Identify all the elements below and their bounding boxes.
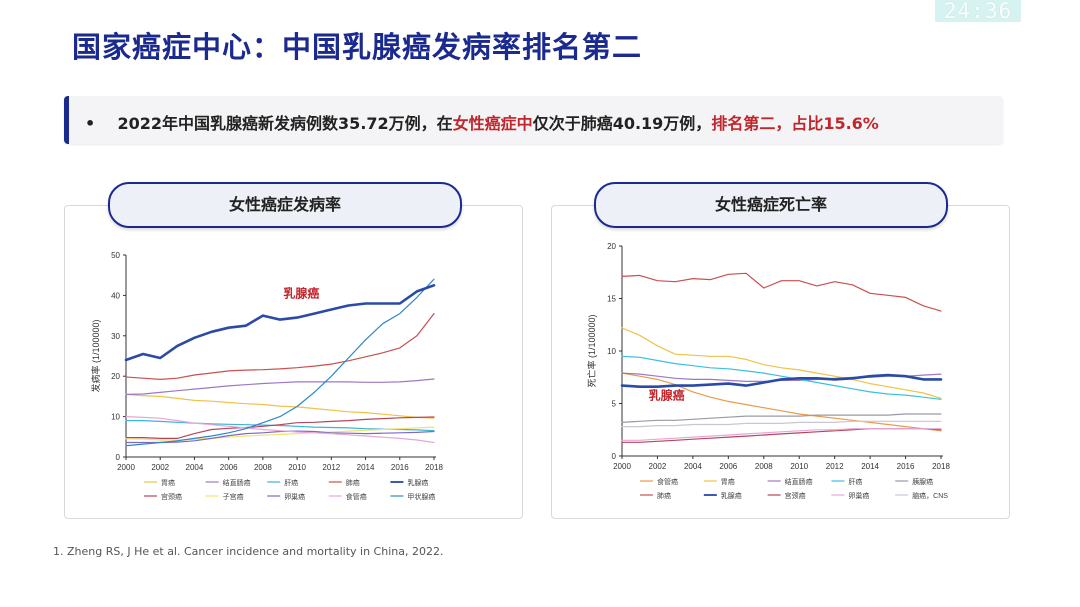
series-line-肺癌 xyxy=(621,272,942,312)
x-tick-label: 2016 xyxy=(391,463,409,472)
y-tick-label: 0 xyxy=(116,453,121,462)
legend-label: 胃癌 xyxy=(161,478,175,487)
mortality-chart-title: 女性癌症死亡率 xyxy=(594,182,948,228)
series-line-乳腺癌 xyxy=(124,283,436,362)
y-axis-label: 发病率 (1/100000) xyxy=(90,319,101,392)
mortality-line-chart: 0 5 10 15 20 2000 2002 2004 2006 2008 2010 2012 2014… xyxy=(586,242,950,500)
legend-label: 卵巢癌 xyxy=(284,492,305,501)
x-tick-label: 2000 xyxy=(613,462,631,471)
x-tick-label: 2010 xyxy=(288,463,306,472)
summary-part-3: 仅次于肺癌40.19万例， xyxy=(532,114,712,133)
y-tick-label: 0 xyxy=(612,452,617,461)
y-axis-label: 死亡率 (1/100000) xyxy=(586,314,597,387)
series-line-卵巢癌 xyxy=(125,430,435,444)
series-line-乳腺癌 xyxy=(620,373,943,388)
series-line-胃癌 xyxy=(125,393,435,419)
page-title: 国家癌症中心：中国乳腺癌发病率排名第二 xyxy=(72,30,643,64)
series-line-脑癌，CNS xyxy=(621,420,942,428)
legend-label: 结直肠癌 xyxy=(223,478,251,487)
legend-label: 甲状腺癌 xyxy=(407,492,435,501)
y-tick-label: 20 xyxy=(111,372,120,381)
incidence-line-chart: 0 10 20 30 40 50 2000 2002 2004 2006 2008 2010 2012 2… xyxy=(90,251,443,501)
x-tick-label: 2012 xyxy=(826,462,844,471)
x-tick-label: 2016 xyxy=(897,462,915,471)
legend-label: 肺癌 xyxy=(657,491,671,500)
y-tick-label: 5 xyxy=(612,400,617,409)
x-tick-label: 2008 xyxy=(755,462,773,471)
series-line-宫颈癌 xyxy=(125,416,435,439)
legend-label: 脑癌，CNS xyxy=(912,491,948,500)
y-tick-label: 30 xyxy=(111,332,120,341)
series-line-甲状腺癌 xyxy=(125,278,435,447)
summary-highlight-1: 女性癌症中 xyxy=(452,114,533,133)
x-tick-label: 2010 xyxy=(790,462,808,471)
x-tick-label: 2018 xyxy=(425,463,443,472)
legend-label: 肝癌 xyxy=(848,477,862,486)
timer-overlay: 24:36 xyxy=(935,0,1021,22)
legend-label: 食管癌 xyxy=(346,492,367,501)
legend-label: 胃癌 xyxy=(721,477,735,486)
y-tick-label: 10 xyxy=(111,413,120,422)
series-line-胃癌 xyxy=(621,327,942,399)
x-tick-label: 2018 xyxy=(932,462,950,471)
series-line-子宫癌 xyxy=(125,426,435,441)
legend-label: 乳腺癌 xyxy=(407,478,428,487)
legend-label: 肺癌 xyxy=(346,478,360,487)
y-tick-label: 50 xyxy=(111,251,120,260)
legend-label: 结直肠癌 xyxy=(785,477,813,486)
mortality-chart-panel xyxy=(551,205,1010,519)
source-footnote: 1. Zheng RS, J He et al. Cancer incidenc… xyxy=(53,545,444,558)
legend-label: 食管癌 xyxy=(657,477,678,486)
x-tick-label: 2002 xyxy=(649,462,667,471)
legend-label: 宫颈癌 xyxy=(785,491,806,500)
series-line-肺癌 xyxy=(125,312,435,380)
summary-text: • 2022年中国乳腺癌新发病例数35.72万例，在女性癌症中仅次于肺癌40.1… xyxy=(85,110,879,134)
x-tick-label: 2012 xyxy=(322,463,340,472)
legend-label: 乳腺癌 xyxy=(721,491,742,500)
incidence-chart-panel xyxy=(64,205,523,519)
legend-label: 子宫癌 xyxy=(223,492,244,501)
x-tick-label: 2014 xyxy=(861,462,879,471)
x-tick-label: 2006 xyxy=(220,463,238,472)
series-line-食管癌 xyxy=(125,416,435,444)
legend-label: 卵巢癌 xyxy=(848,491,869,500)
incidence-chart-title: 女性癌症发病率 xyxy=(108,182,462,228)
series-annotation: 乳腺癌 xyxy=(649,387,685,402)
y-tick-label: 10 xyxy=(607,347,616,356)
summary-part-1: 2022年中国乳腺癌新发病例数35.72万例，在 xyxy=(117,114,453,133)
summary-highlight-2: 排名第二，占比15.6% xyxy=(711,114,879,133)
y-tick-label: 15 xyxy=(607,295,616,304)
series-line-胰腺癌 xyxy=(621,413,942,423)
series-annotation: 乳腺癌 xyxy=(283,285,319,300)
series-line-卵巢癌 xyxy=(621,428,942,441)
series-line-结直肠癌 xyxy=(125,378,435,395)
x-tick-label: 2014 xyxy=(357,463,375,472)
x-tick-label: 2004 xyxy=(186,463,204,472)
series-line-肝癌 xyxy=(621,355,942,400)
x-tick-label: 2000 xyxy=(117,463,135,472)
x-tick-label: 2004 xyxy=(684,462,702,471)
legend-label: 宫颈癌 xyxy=(161,492,182,501)
y-tick-label: 20 xyxy=(607,242,616,251)
x-tick-label: 2002 xyxy=(151,463,169,472)
legend-label: 胰腺癌 xyxy=(912,477,933,486)
series-line-宫颈癌 xyxy=(621,428,942,443)
y-tick-label: 40 xyxy=(111,291,120,300)
summary-banner: • 2022年中国乳腺癌新发病例数35.72万例，在女性癌症中仅次于肺癌40.1… xyxy=(64,96,1003,144)
legend-label: 肝癌 xyxy=(284,478,298,487)
x-tick-label: 2008 xyxy=(254,463,272,472)
bullet: • xyxy=(85,114,96,133)
x-tick-label: 2006 xyxy=(719,462,737,471)
